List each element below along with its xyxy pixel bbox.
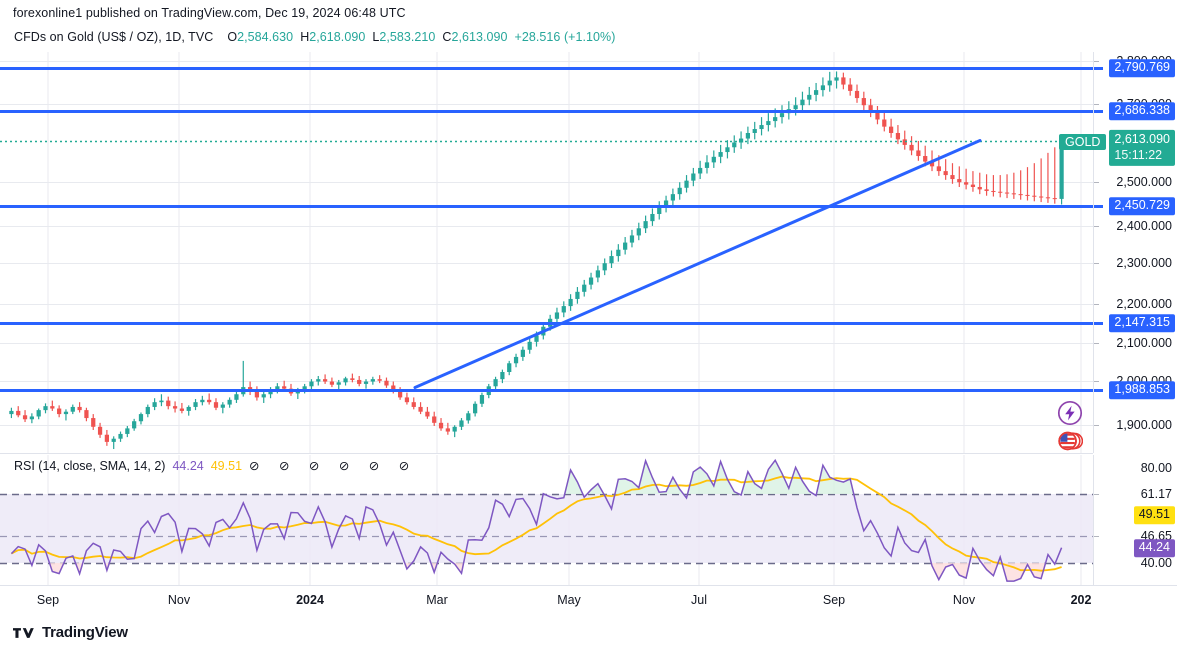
price-axis[interactable]: 2,800.0002,700.0002,500.0002,400.0002,30… bbox=[1093, 52, 1177, 453]
price-axis-label: 2,500.000 bbox=[1116, 175, 1172, 189]
time-axis-label: May bbox=[557, 593, 581, 607]
price-level-tick bbox=[1094, 110, 1103, 113]
time-axis-label: Jul bbox=[691, 593, 707, 607]
tradingview-mark-icon bbox=[13, 626, 35, 640]
change-value: +28.516 (+1.10%) bbox=[514, 30, 616, 44]
rsi-sma-badge[interactable]: 49.51 bbox=[1133, 506, 1175, 524]
time-axis[interactable]: Sep Nov 2024 Mar May Jul Sep Nov 202 bbox=[0, 585, 1177, 617]
open-value: 2,584.630 bbox=[237, 30, 294, 44]
symbol-legend: CFDs on Gold (US$ / OZ), 1D, TVC O2,584.6… bbox=[14, 30, 615, 44]
open-key: O bbox=[227, 30, 238, 44]
price-axis-tick bbox=[1094, 343, 1099, 344]
price-level-tick bbox=[1094, 67, 1103, 70]
published-bar: forexonline1 published on TradingView.co… bbox=[0, 0, 1177, 26]
price-chart-pane[interactable] bbox=[0, 52, 1093, 453]
rsi-chart-canvas bbox=[0, 455, 1093, 585]
symbol-title[interactable]: CFDs on Gold (US$ / OZ), 1D, TVC bbox=[14, 30, 214, 44]
time-axis-label: Nov bbox=[167, 593, 191, 607]
price-axis-label: 2,100.000 bbox=[1116, 336, 1172, 350]
rsi-chart-pane[interactable] bbox=[0, 455, 1093, 585]
price-axis-tick bbox=[1094, 61, 1099, 62]
rsi-legend-sma-value: 49.51 bbox=[210, 459, 243, 473]
lightning-icon[interactable] bbox=[1057, 400, 1083, 426]
time-axis-label: Sep bbox=[36, 593, 60, 607]
price-axis-label: 2,400.000 bbox=[1116, 219, 1172, 233]
price-axis-tick bbox=[1094, 381, 1099, 382]
legend-bar: CFDs on Gold (US$ / OZ), 1D, TVC O2,584.6… bbox=[0, 26, 1177, 52]
rsi-axis-tick bbox=[1094, 536, 1099, 537]
price-axis-tick bbox=[1094, 425, 1099, 426]
price-axis-tick bbox=[1094, 263, 1099, 264]
last-price-badge[interactable]: 2,613.090 15:11:22 bbox=[1109, 129, 1175, 167]
price-axis-label: 1,900.000 bbox=[1116, 418, 1172, 432]
price-axis-label: 2,200.000 bbox=[1116, 297, 1172, 311]
price-axis-tick bbox=[1094, 226, 1099, 227]
rsi-axis[interactable]: 80.00 61.17 46.65 40.00 49.51 44.24 bbox=[1093, 455, 1177, 585]
low-value: 2,583.210 bbox=[379, 30, 436, 44]
time-axis-label: Sep bbox=[822, 593, 846, 607]
price-level-tick bbox=[1094, 322, 1103, 325]
low-key: L bbox=[372, 30, 380, 44]
price-level-badge[interactable]: 2,790.769 bbox=[1109, 59, 1175, 77]
close-value: 2,613.090 bbox=[451, 30, 508, 44]
high-key: H bbox=[300, 30, 310, 44]
close-key: C bbox=[442, 30, 452, 44]
price-level-badge[interactable]: 2,147.315 bbox=[1109, 314, 1175, 332]
high-value: 2,618.090 bbox=[309, 30, 366, 44]
price-axis-label: 2,300.000 bbox=[1116, 256, 1172, 270]
price-level-badge[interactable]: 1,988.853 bbox=[1109, 381, 1175, 399]
price-chart-canvas bbox=[0, 52, 1093, 453]
tradingview-brand-text: TradingView bbox=[42, 624, 128, 641]
price-level-tick bbox=[1094, 205, 1103, 208]
last-price-value: 2,613.090 bbox=[1114, 131, 1170, 146]
price-axis-tick bbox=[1094, 182, 1099, 183]
price-level-badge[interactable]: 2,686.338 bbox=[1109, 102, 1175, 120]
tradingview-logo[interactable]: TradingView bbox=[0, 624, 128, 641]
time-axis-label: Nov bbox=[952, 593, 976, 607]
rsi-legend-title[interactable]: RSI (14, close, SMA, 14, 2) bbox=[14, 459, 166, 473]
price-axis-tick bbox=[1094, 304, 1099, 305]
gold-symbol-tag[interactable]: GOLD bbox=[1059, 134, 1107, 150]
footer-bar: TradingView bbox=[0, 615, 1177, 650]
rsi-axis-label: 40.00 bbox=[1140, 556, 1172, 570]
rsi-value-badge[interactable]: 44.24 bbox=[1133, 539, 1175, 557]
bar-countdown: 15:11:22 bbox=[1114, 147, 1163, 162]
rsi-empty-slots: ⊘ ⊘ ⊘ ⊘ ⊘ ⊘ bbox=[249, 459, 418, 473]
rsi-axis-label: 80.00 bbox=[1140, 461, 1172, 475]
price-axis-tick bbox=[1094, 104, 1099, 105]
rsi-axis-label: 61.17 bbox=[1140, 487, 1172, 501]
time-axis-label: 202 bbox=[1070, 593, 1092, 607]
price-level-badge[interactable]: 2,450.729 bbox=[1109, 197, 1175, 215]
rsi-axis-tick bbox=[1094, 494, 1099, 495]
coins-flag-icon[interactable] bbox=[1057, 428, 1083, 454]
time-axis-label: 2024 bbox=[296, 593, 324, 607]
published-text: forexonline1 published on TradingView.co… bbox=[13, 6, 406, 20]
price-level-tick bbox=[1094, 389, 1103, 392]
rsi-legend: RSI (14, close, SMA, 14, 2) 44.24 49.51 ⊘ ⊘… bbox=[14, 458, 417, 473]
time-axis-label: Mar bbox=[426, 593, 448, 607]
rsi-legend-value: 44.24 bbox=[172, 459, 204, 473]
pane-divider bbox=[0, 453, 1093, 454]
